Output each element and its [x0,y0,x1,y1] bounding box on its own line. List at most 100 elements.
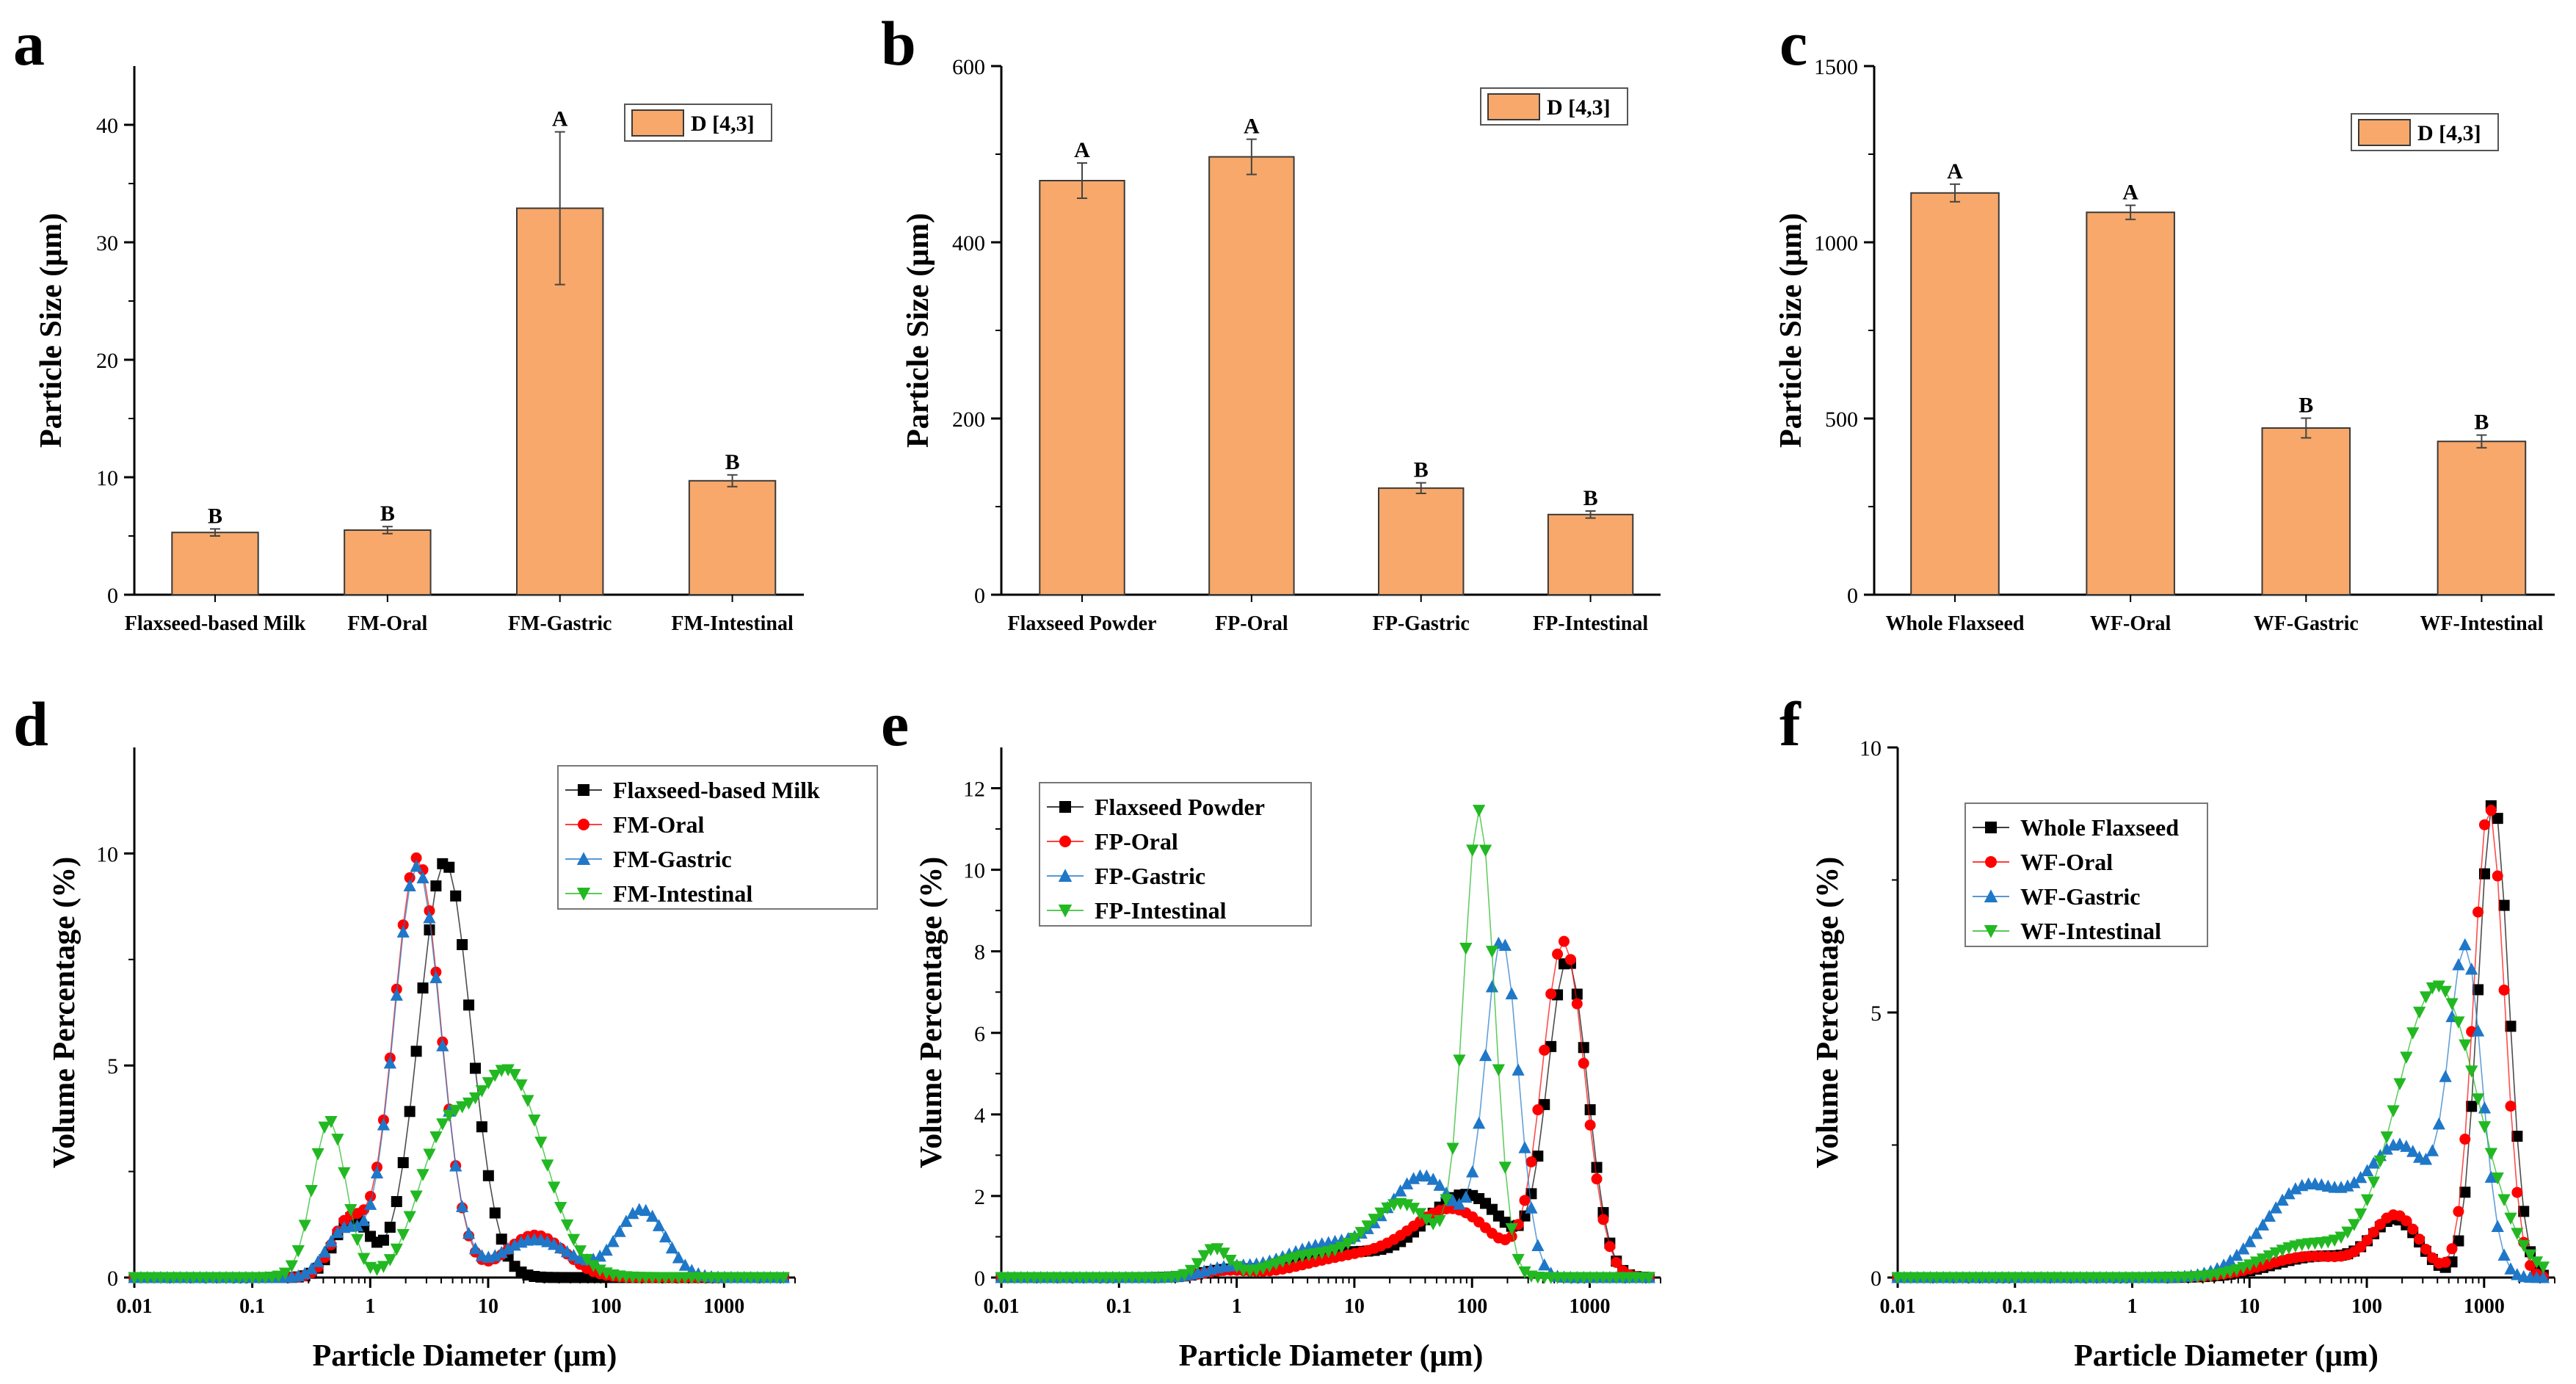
marker-triangle-up [488,1249,501,1261]
y-tick-label: 2 [974,1185,985,1209]
marker-triangle-up [2354,1170,2368,1184]
y-tick-label: 1000 [1814,231,1858,256]
marker-triangle-down [521,1095,534,1107]
marker-triangle-down [390,1243,403,1256]
marker-triangle-down [1472,805,1486,817]
marker-triangle-down [554,1201,567,1214]
marker-circle [2362,1234,2373,1246]
bar [1208,156,1295,596]
y-axis-title: Volume Percentage (%) [48,857,81,1169]
marker-triangle-up [541,1235,554,1247]
marker-triangle-up [1394,1184,1407,1197]
bar-chart-panel-a: 0 10 20 30 40 Particle Size (μm) B Flaxseed-bas… [35,66,804,635]
marker-triangle-down [1354,1227,1368,1239]
marker-triangle-down [548,1181,561,1194]
marker-triangle-down [2484,1148,2497,1161]
series-line [134,1069,784,1278]
series-flaxseed-based-milk [128,858,789,1283]
marker-circle [1552,949,1564,960]
marker-triangle-up [1426,1173,1440,1185]
marker-triangle-up [2471,1024,2485,1037]
series-fp-intestinal [995,805,1655,1284]
marker-triangle-down [344,1203,358,1217]
y-tick-label: 6 [974,1022,985,1046]
marker-triangle-up [600,1243,613,1256]
marker-triangle-down [1381,1202,1394,1215]
x-tick-label: 0.1 [1106,1295,1132,1318]
marker-triangle-down [2263,1250,2276,1263]
marker-triangle-up [2406,1145,2420,1157]
marker-triangle-up [2224,1254,2237,1267]
marker-triangle-down [291,1245,305,1258]
marker-circle [2459,1134,2471,1145]
x-tick-label: WF-Oral [2090,612,2172,635]
marker-triangle-up [665,1241,679,1254]
marker-triangle-up [403,879,416,891]
series-fp-gastric [995,936,1655,1283]
marker-triangle-down [1453,1054,1466,1067]
marker-triangle-up [396,925,410,938]
marker-square [2466,1101,2478,1112]
marker-triangle-up [626,1206,639,1220]
marker-triangle-down [1426,1218,1440,1231]
marker-triangle-down [2400,1051,2413,1064]
marker-square [2511,1131,2523,1142]
marker-circle [1571,998,1583,1010]
x-tick-label: FM-Gastric [508,612,612,635]
x-tick-label: 0.1 [239,1295,265,1318]
marker-triangle-up [2282,1186,2296,1200]
x-axis-title: Particle Diameter (μm) [2074,1339,2379,1373]
marker-triangle-down [2269,1247,2282,1260]
y-tick-label: 200 [952,407,985,432]
marker-triangle-down [1178,1269,1191,1281]
marker-triangle-up [1525,1201,1538,1214]
distribution-chart-panel-d: 0 5 10 0.01 0.1 1 10 100 1000 Particle Diameter (… [48,747,878,1373]
marker-triangle-up [548,1237,561,1250]
marker-triangle-up [2237,1242,2250,1255]
marker-triangle-up [358,1214,371,1226]
significance-label: A [2122,181,2138,205]
bar [2261,427,2351,596]
y-tick-label: 0 [974,1267,985,1291]
y-axis-title: Particle Size (μm) [35,213,68,448]
marker-triangle-down [1184,1264,1198,1278]
x-tick-label: 1 [2127,1295,2138,1318]
marker-triangle-down [272,1270,286,1283]
marker-triangle-down [2459,1039,2472,1052]
marker-triangle-up [1058,869,1073,882]
marker-triangle-down [2412,1007,2426,1019]
marker-triangle-up [2452,958,2465,971]
y-tick-label: 500 [1825,407,1858,432]
legend: Whole Flaxseed WF-Oral WF-Gastric WF-Intest… [1964,802,2208,947]
marker-triangle-down [1642,1272,1655,1284]
x-tick-label: FM-Intestinal [671,612,794,635]
marker-triangle-down [2432,980,2445,993]
marker-triangle-down [1368,1214,1381,1226]
legend-label: FM-Gastric [613,846,732,872]
marker-triangle-up [410,859,423,872]
marker-triangle-down [462,1097,476,1110]
x-tick-label: 1000 [2464,1295,2505,1318]
marker-circle [2492,870,2503,882]
marker-circle [1591,1173,1603,1185]
bar [2086,211,2175,595]
marker-triangle-up [468,1242,482,1255]
marker-circle [2472,906,2484,918]
x-tick-label: Whole Flaxseed [1886,612,2025,635]
marker-triangle-down [1335,1242,1349,1254]
marker-triangle-up [2289,1182,2302,1195]
y-tick-label: 8 [974,941,985,965]
significance-label: B [208,504,222,528]
marker-square [463,999,475,1011]
marker-triangle-up [2380,1142,2393,1155]
marker-triangle-down [2393,1078,2406,1091]
marker-triangle-down [1217,1247,1230,1260]
marker-triangle-up [383,1056,396,1069]
y-tick-label: 1500 [1814,55,1858,79]
marker-circle [1519,1195,1531,1206]
x-tick-label: 1000 [1569,1295,1610,1318]
marker-triangle-down [1433,1214,1446,1228]
legend: Flaxseed Powder FP-Oral FP-Gastric FP-Intes… [1039,782,1312,927]
marker-triangle-down [370,1264,384,1276]
